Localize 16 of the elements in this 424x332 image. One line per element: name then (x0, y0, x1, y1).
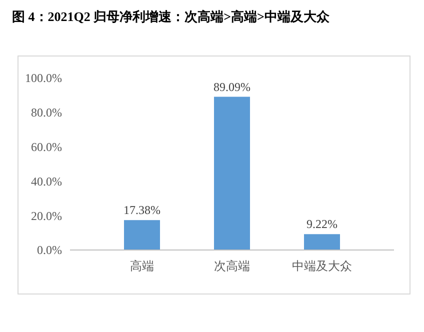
bar (124, 220, 160, 250)
y-tick-label: 60.0% (31, 140, 62, 154)
x-tick-label: 中端及大众 (292, 259, 352, 273)
data-label: 9.22% (306, 217, 338, 232)
x-tick-label: 高端 (130, 259, 154, 273)
chart-title: 图 4：2021Q2 归母净利增速：次高端>高端>中端及大众 (12, 8, 330, 26)
y-tick-label: 80.0% (31, 106, 62, 120)
bar (214, 96, 250, 250)
x-tick-label: 次高端 (214, 259, 250, 273)
y-tick-label: 100.0% (25, 71, 62, 86)
data-label: 17.38% (124, 203, 160, 218)
data-label: 89.09% (214, 80, 250, 94)
y-tick-label: 20.0% (31, 208, 62, 223)
bar (304, 234, 340, 250)
y-tick-label: 40.0% (31, 174, 62, 188)
y-tick-label: 0.0% (37, 243, 62, 258)
